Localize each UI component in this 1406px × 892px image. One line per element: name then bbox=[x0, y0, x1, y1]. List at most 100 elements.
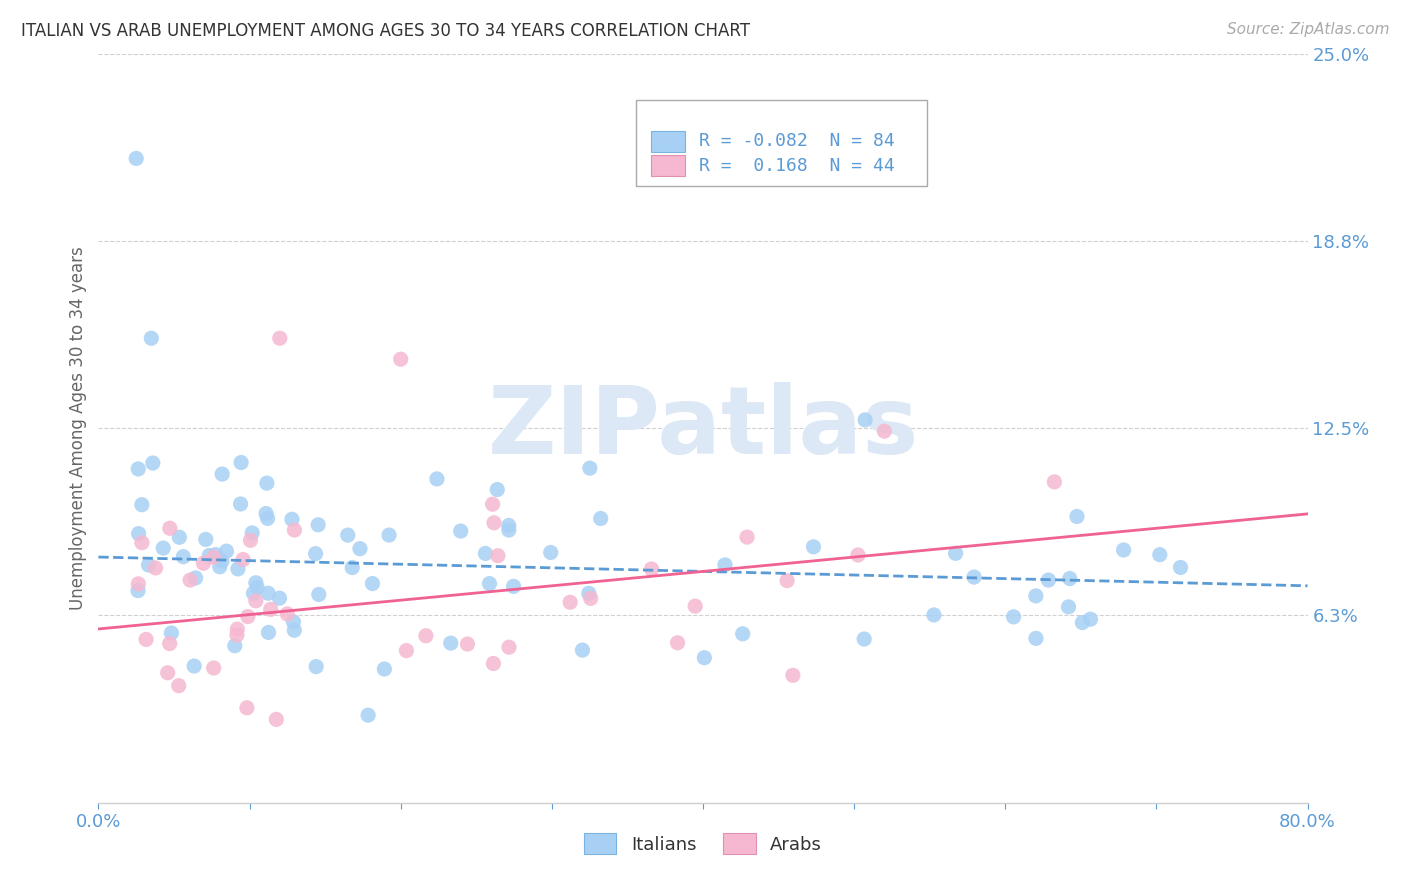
Point bbox=[478, 576, 501, 591]
Point bbox=[1002, 610, 1025, 624]
Point bbox=[342, 560, 364, 574]
Point bbox=[305, 659, 328, 673]
Point bbox=[211, 467, 233, 482]
Point bbox=[502, 579, 524, 593]
Point bbox=[731, 627, 754, 641]
Point bbox=[450, 524, 472, 538]
Point bbox=[415, 629, 437, 643]
Point bbox=[152, 541, 174, 555]
Point bbox=[1066, 509, 1088, 524]
Y-axis label: Unemployment Among Ages 30 to 34 years: Unemployment Among Ages 30 to 34 years bbox=[69, 246, 87, 610]
Text: ITALIAN VS ARAB UNEMPLOYMENT AMONG AGES 30 TO 34 YEARS CORRELATION CHART: ITALIAN VS ARAB UNEMPLOYMENT AMONG AGES … bbox=[21, 22, 749, 40]
Point bbox=[474, 546, 496, 560]
Point bbox=[1025, 632, 1047, 646]
Point bbox=[426, 472, 449, 486]
Point bbox=[666, 636, 689, 650]
Point bbox=[304, 547, 326, 561]
Point bbox=[782, 668, 804, 682]
Point bbox=[579, 591, 602, 606]
Point bbox=[131, 498, 153, 512]
Point bbox=[211, 554, 233, 568]
Point bbox=[127, 583, 149, 598]
Point bbox=[560, 595, 582, 609]
Point bbox=[172, 549, 194, 564]
Point bbox=[226, 622, 249, 636]
Point bbox=[232, 552, 254, 566]
Point bbox=[579, 461, 602, 475]
Point bbox=[481, 497, 503, 511]
Point bbox=[138, 558, 160, 572]
Point bbox=[846, 548, 869, 562]
Point bbox=[357, 708, 380, 723]
Point bbox=[194, 533, 217, 547]
Point bbox=[482, 516, 505, 530]
Point bbox=[1043, 475, 1066, 489]
Point bbox=[693, 650, 716, 665]
Point bbox=[1059, 572, 1081, 586]
Point bbox=[224, 639, 246, 653]
Point bbox=[336, 528, 359, 542]
Point bbox=[378, 528, 401, 542]
Point bbox=[1057, 599, 1080, 614]
FancyBboxPatch shape bbox=[651, 131, 685, 152]
Point bbox=[922, 607, 945, 622]
Point bbox=[283, 615, 305, 629]
Point bbox=[683, 599, 706, 614]
Point bbox=[389, 352, 412, 367]
Point bbox=[1025, 589, 1047, 603]
Point bbox=[307, 517, 329, 532]
Point bbox=[215, 544, 238, 558]
Point bbox=[853, 632, 876, 646]
Point bbox=[260, 602, 283, 616]
Point bbox=[257, 586, 280, 600]
Point bbox=[229, 497, 252, 511]
Point bbox=[240, 525, 263, 540]
Point bbox=[141, 331, 163, 345]
Point bbox=[873, 424, 896, 438]
Point bbox=[498, 518, 520, 533]
Point bbox=[128, 526, 150, 541]
Point bbox=[589, 511, 612, 525]
Point bbox=[1170, 560, 1192, 574]
Point bbox=[202, 661, 225, 675]
FancyBboxPatch shape bbox=[651, 155, 685, 177]
Point bbox=[229, 456, 252, 470]
Point bbox=[486, 483, 509, 497]
Point bbox=[395, 643, 418, 657]
Point bbox=[183, 659, 205, 673]
Point bbox=[159, 521, 181, 535]
Point bbox=[276, 607, 298, 621]
Point bbox=[440, 636, 463, 650]
Point bbox=[226, 562, 249, 576]
Point bbox=[127, 462, 149, 476]
Point bbox=[142, 456, 165, 470]
Point bbox=[373, 662, 395, 676]
Point bbox=[361, 576, 384, 591]
Text: R =  0.168  N = 44: R = 0.168 N = 44 bbox=[699, 157, 896, 175]
Point bbox=[269, 591, 291, 606]
Point bbox=[308, 587, 330, 601]
Point bbox=[283, 523, 305, 537]
Point bbox=[349, 541, 371, 556]
Point bbox=[1038, 573, 1060, 587]
Point bbox=[803, 540, 825, 554]
Point bbox=[226, 628, 249, 642]
Point bbox=[245, 575, 267, 590]
Point bbox=[1080, 612, 1102, 626]
Point bbox=[145, 561, 167, 575]
Point bbox=[735, 530, 758, 544]
Point bbox=[193, 556, 215, 570]
Point bbox=[571, 643, 593, 657]
Point bbox=[184, 571, 207, 585]
Point bbox=[156, 665, 179, 680]
Point bbox=[257, 625, 280, 640]
Point bbox=[256, 511, 278, 525]
Text: ZIPatlas: ZIPatlas bbox=[488, 382, 918, 475]
Point bbox=[1071, 615, 1094, 630]
Point bbox=[236, 609, 259, 624]
Point bbox=[160, 626, 183, 640]
Point bbox=[242, 586, 264, 600]
Point bbox=[1149, 548, 1171, 562]
Point bbox=[246, 581, 269, 595]
Point bbox=[198, 549, 221, 563]
